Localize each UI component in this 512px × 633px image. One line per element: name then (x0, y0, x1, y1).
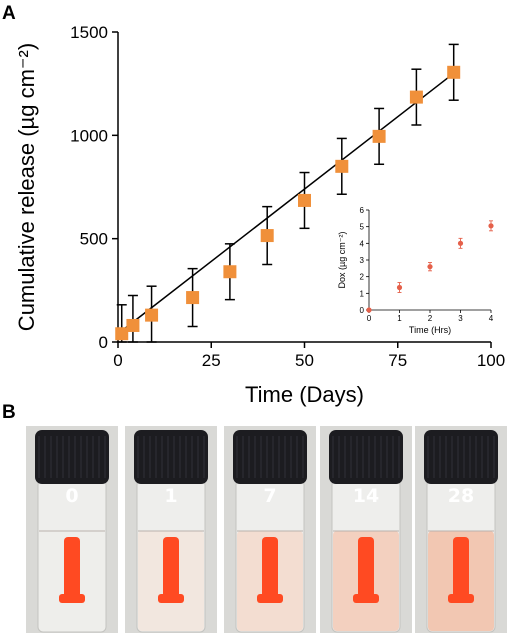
inset-x-tick-label: 2 (428, 314, 433, 323)
inset-y-tick-label: 0 (360, 306, 365, 315)
gel-rod (358, 537, 374, 601)
data-point (298, 193, 311, 207)
y-tick-label: 500 (80, 230, 108, 249)
inset-x-tick-label: 1 (397, 314, 402, 323)
data-point (372, 129, 386, 143)
inset-y-tick-label: 2 (360, 273, 365, 282)
inset-y-tick-label: 3 (360, 256, 365, 265)
inset-y-tick-label: 6 (360, 206, 365, 215)
panel-a-label: A (2, 3, 16, 24)
data-point (223, 265, 237, 279)
x-tick-label: 0 (113, 351, 122, 370)
gel-rod (163, 537, 179, 601)
x-tick-label: 25 (202, 351, 221, 370)
inset-y-tick-label: 4 (360, 239, 365, 248)
inset-chart: 0 1 2 3 4 0 1 2 3 4 5 6 Time (Hrs) Dox (µg cm⁻²) (337, 206, 494, 335)
inset-data-point (396, 284, 403, 291)
data-point (409, 90, 423, 104)
inset-x-axis-title: Time (Hrs) (409, 325, 451, 335)
inset-y-tick-label: 5 (360, 223, 365, 232)
gel-rod-base (448, 594, 474, 603)
inset-y-axis-title: Dox (µg cm⁻²) (337, 232, 347, 289)
y-tick-label: 0 (99, 333, 108, 352)
gel-rod-base (353, 594, 379, 603)
vial-cap (134, 430, 208, 484)
data-point (145, 308, 159, 322)
inset-data-point (427, 264, 433, 270)
inset-x-tick-label: 4 (489, 314, 494, 323)
data-point (447, 65, 461, 79)
gel-rod-base (257, 594, 283, 603)
main-series (115, 43, 461, 343)
inset-data-point (366, 307, 372, 313)
vial-cap (329, 430, 403, 484)
y-axis-title: Cumulative release (µg cm⁻²) (14, 43, 39, 331)
gel-rod (453, 537, 469, 601)
gel-rod (64, 537, 80, 601)
inset-axes: 0 1 2 3 4 0 1 2 3 4 5 6 (360, 206, 494, 323)
x-tick-label: 100 (477, 351, 505, 370)
data-point (186, 291, 200, 305)
vial: 14 (320, 426, 412, 633)
data-point (335, 159, 349, 173)
x-axis-title: Time (Days) (245, 382, 364, 407)
x-tick-label: 50 (295, 351, 314, 370)
data-point (260, 229, 274, 243)
inset-data-point (488, 223, 494, 229)
vial-cap (35, 430, 109, 484)
y-tick-label: 1000 (70, 126, 108, 145)
gel-rod-base (59, 594, 85, 603)
inset-x-tick-label: 0 (367, 314, 372, 323)
vial: 7 (224, 426, 316, 633)
vial: 1 (125, 426, 217, 633)
inset-data-point (457, 240, 464, 246)
vial-day-label: 0 (65, 485, 78, 507)
inset-x-tick-label: 3 (458, 314, 463, 323)
vial-cap (424, 430, 498, 484)
vial-day-label: 14 (353, 485, 379, 507)
vial-day-label: 1 (164, 485, 177, 507)
fit-line-path (117, 72, 455, 335)
inset-y-tick-label: 1 (360, 289, 365, 298)
vial-photo: 0 1 7 14 28 (26, 426, 507, 633)
y-tick-label: 1500 (70, 23, 108, 42)
gel-rod-base (158, 594, 184, 603)
vial-day-label: 28 (448, 485, 474, 507)
vial: 28 (415, 426, 507, 633)
panel-b-label: B (2, 402, 16, 423)
vial: 0 (26, 426, 118, 633)
vial-cap (233, 430, 307, 484)
vial-day-label: 7 (263, 485, 276, 507)
x-tick-label: 75 (388, 351, 407, 370)
gel-rod (262, 537, 278, 601)
data-point (115, 327, 129, 341)
inset-series (366, 220, 494, 313)
fit-line (117, 72, 455, 335)
data-point (126, 318, 140, 332)
